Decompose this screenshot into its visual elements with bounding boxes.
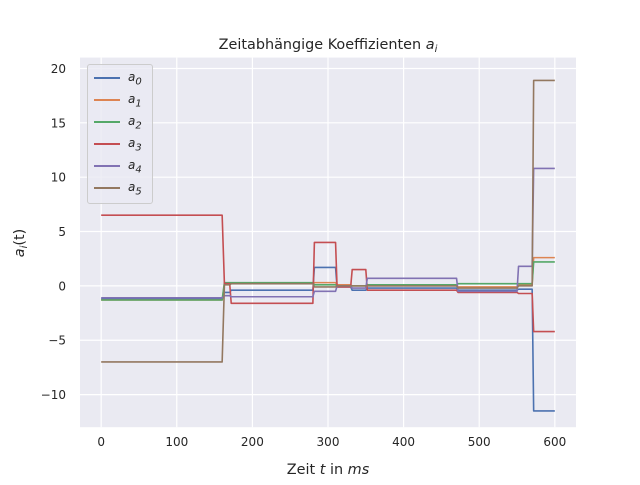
y-tick-label: −5: [48, 334, 66, 348]
x-tick-label: 200: [241, 435, 264, 449]
series-line-a5: [101, 79, 555, 363]
legend-item-a4: a4: [94, 156, 154, 176]
y-tick-label: 10: [51, 171, 66, 185]
legend-label-a5: a5: [128, 180, 142, 198]
x-tick-labels: 0 100 200 300 400 500 600: [97, 435, 566, 449]
x-tick-label: 300: [317, 435, 340, 449]
x-tick-label: 600: [543, 435, 566, 449]
series-line-a4: [101, 167, 555, 299]
y-tick-label: 5: [58, 225, 66, 239]
legend-item-a5: a5: [94, 178, 154, 198]
y-gridlines: [80, 67, 576, 396]
series-lines: [101, 79, 555, 412]
y-tick-label: 15: [51, 116, 66, 130]
legend-item-a0: a0: [94, 68, 154, 88]
legend-label-a0: a0: [128, 70, 142, 88]
legend-swatch-a2: [94, 121, 120, 123]
x-tick-label: 500: [468, 435, 491, 449]
legend-swatch-a4: [94, 165, 120, 167]
legend: a0 a1 a2 a3 a4 a5: [87, 64, 153, 204]
chart-title: Zeitabhängige Koeffizienten ai: [219, 37, 438, 55]
legend-swatch-a5: [94, 187, 120, 189]
y-tick-label: 0: [58, 279, 66, 293]
legend-label-a1: a1: [128, 92, 142, 110]
x-tick-label: 0: [97, 435, 105, 449]
y-tick-label: 20: [51, 62, 66, 76]
x-axis-label: Zeit t in ms: [287, 462, 370, 478]
legend-swatch-a3: [94, 143, 120, 145]
legend-item-a1: a1: [94, 90, 154, 110]
legend-item-a3: a3: [94, 134, 154, 154]
legend-item-a2: a2: [94, 112, 154, 132]
y-tick-labels: −10 −5 0 5 10 15 20: [41, 62, 66, 402]
legend-label-a4: a4: [128, 158, 142, 176]
x-tick-label: 400: [392, 435, 415, 449]
y-axis-label: ai(t): [12, 229, 30, 257]
legend-label-a2: a2: [128, 114, 142, 132]
legend-swatch-a1: [94, 99, 120, 101]
series-line-a3: [101, 214, 555, 333]
x-tick-label: 100: [165, 435, 188, 449]
legend-swatch-a0: [94, 77, 120, 79]
legend-label-a3: a3: [128, 136, 142, 154]
y-tick-label: −10: [41, 388, 66, 402]
